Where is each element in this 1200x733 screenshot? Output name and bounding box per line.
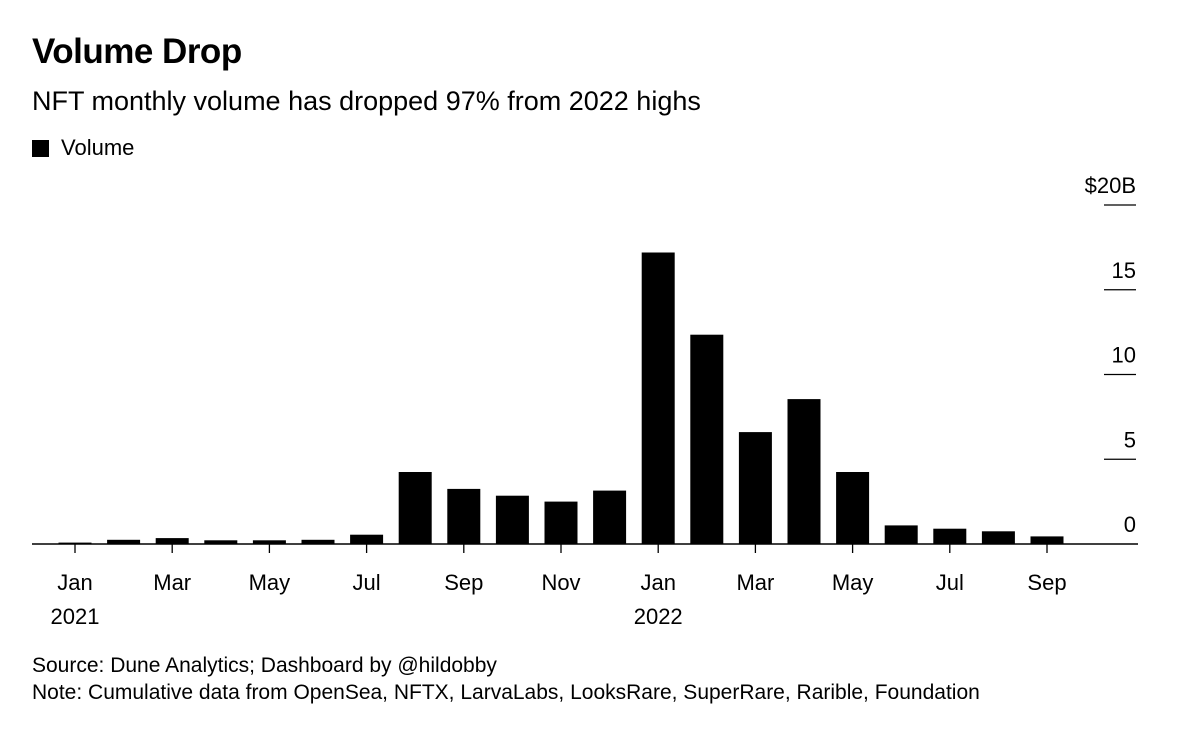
data-note: Note: Cumulative data from OpenSea, NFTX… <box>32 681 980 704</box>
y-tick-label: 0 <box>1124 512 1136 537</box>
y-tick-label: 15 <box>1112 258 1136 283</box>
y-tick-label: 5 <box>1124 427 1136 452</box>
x-tick-label: Jan <box>57 570 92 595</box>
y-tick-label: $20B <box>1085 173 1136 198</box>
x-tick-label: May <box>832 570 874 595</box>
x-tick-label: Jul <box>936 570 964 595</box>
bar-may-2021 <box>252 540 286 544</box>
y-tick-label: 10 <box>1112 343 1136 368</box>
source-note: Source: Dune Analytics; Dashboard by @hi… <box>32 654 497 677</box>
x-tick-label: Sep <box>1027 570 1066 595</box>
x-tick-label: Nov <box>541 570 580 595</box>
chart-title: Volume Drop <box>32 32 242 71</box>
x-tick-year-label: 2021 <box>51 604 100 629</box>
x-tick-label: May <box>249 570 291 595</box>
bar-jun-2021 <box>301 539 335 544</box>
bar-apr-2022 <box>787 399 821 544</box>
bar-sep-2022 <box>1030 536 1064 544</box>
x-tick-label: Mar <box>736 570 774 595</box>
x-tick-year-label: 2022 <box>634 604 683 629</box>
bar-feb-2021 <box>107 539 141 544</box>
chart-subtitle: NFT monthly volume has dropped 97% from … <box>32 86 701 116</box>
bar-chart: 0 5 10 15 $20B Jan 2021 Mar May Jul Sep Nov Jan 2022 M… <box>32 173 1138 629</box>
bar-oct-2021 <box>495 495 529 544</box>
bar-apr-2021 <box>204 540 238 544</box>
bar-jul-2021 <box>350 534 384 544</box>
legend-label: Volume <box>61 135 135 160</box>
bar-jun-2022 <box>884 525 918 544</box>
bar-feb-2022 <box>690 334 724 544</box>
x-tick-label: Jan <box>640 570 675 595</box>
x-tick-label: Mar <box>153 570 191 595</box>
bar-may-2022 <box>836 472 870 544</box>
bar-aug-2021 <box>398 472 432 544</box>
bar-jul-2022 <box>933 528 967 544</box>
chart-legend: Volume <box>32 135 134 161</box>
bar-nov-2021 <box>544 501 578 544</box>
x-tick-label: Jul <box>353 570 381 595</box>
bar-mar-2021 <box>155 538 189 544</box>
legend-swatch <box>32 139 49 157</box>
bar-sep-2021 <box>447 488 481 544</box>
bar-mar-2022 <box>738 432 772 544</box>
bar-aug-2022 <box>981 531 1015 544</box>
x-tick-label: Sep <box>444 570 483 595</box>
bar-jan-2022 <box>641 252 675 544</box>
bar-dec-2021 <box>593 490 627 544</box>
chart-footer: Source: Dune Analytics; Dashboard by @hi… <box>32 652 980 706</box>
